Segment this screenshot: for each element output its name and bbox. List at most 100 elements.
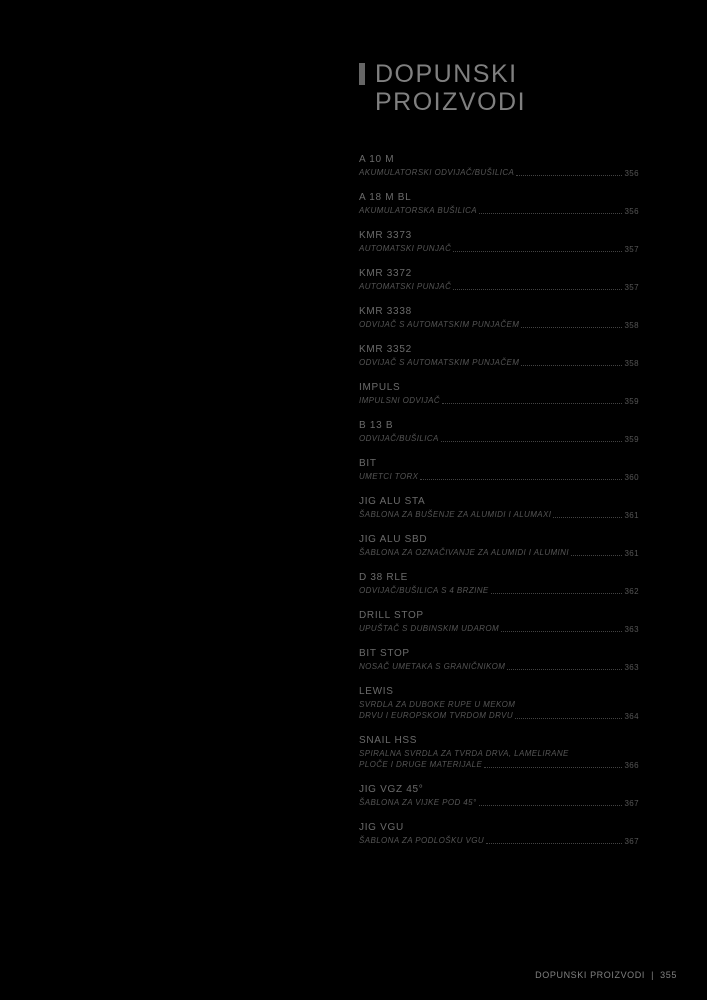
entry-page-number: 356	[624, 207, 639, 216]
entry-description: ODVIJAČ/BUŠILICA	[359, 433, 439, 444]
toc-entry: A 18 M BL AKUMULATORSKA BUŠILICA 356	[359, 192, 639, 216]
entry-page-number: 363	[624, 663, 639, 672]
entry-page-number: 356	[624, 169, 639, 178]
footer-page-number: 355	[660, 970, 677, 980]
leader-dots	[420, 479, 622, 480]
entry-title: D 38 RLE	[359, 572, 639, 583]
entry-title: KMR 3352	[359, 344, 639, 355]
entry-title: KMR 3338	[359, 306, 639, 317]
entry-description: AUTOMATSKI PUNJAČ	[359, 281, 451, 292]
entry-title: A 10 M	[359, 154, 639, 165]
leader-dots	[441, 441, 623, 442]
entry-page-number: 357	[624, 283, 639, 292]
toc-entry: JIG VGZ 45° ŠABLONA ZA VIJKE POD 45° 367	[359, 784, 639, 808]
leader-dots	[521, 365, 622, 366]
entry-title: KMR 3372	[359, 268, 639, 279]
leader-dots	[484, 767, 622, 768]
entry-page-number: 367	[624, 837, 639, 846]
entry-page-number: 361	[624, 549, 639, 558]
entry-description: ŠABLONA ZA OZNAČIVANJE ZA ALUMIDI I ALUM…	[359, 547, 569, 558]
toc-entry: A 10 M AKUMULATORSKI ODVIJAČ/BUŠILICA 356	[359, 154, 639, 178]
toc-entry: JIG ALU SBD ŠABLONA ZA OZNAČIVANJE ZA ALU…	[359, 534, 639, 558]
toc-entry: BIT UMETCI TORX 360	[359, 458, 639, 482]
accent-bar	[359, 63, 365, 85]
toc-entry: KMR 3372 AUTOMATSKI PUNJAČ 357	[359, 268, 639, 292]
leader-dots	[491, 593, 623, 594]
entry-description: SVRDLA ZA DUBOKE RUPE U MEKOM	[359, 699, 515, 710]
entry-description: IMPULSNI ODVIJAČ	[359, 395, 440, 406]
entry-title: B 13 B	[359, 420, 639, 431]
entry-page-number: 359	[624, 435, 639, 444]
heading-line-2: PROIZVODI	[375, 88, 526, 116]
leader-dots	[479, 213, 622, 214]
footer-separator: |	[651, 970, 654, 980]
toc-entry: LEWIS SVRDLA ZA DUBOKE RUPE U MEKOMDRVU I…	[359, 686, 639, 721]
leader-dots	[453, 289, 622, 290]
table-of-contents: A 10 MAKUMULATORSKI ODVIJAČ/BUŠILICA356A…	[359, 154, 639, 846]
toc-entry: KMR 3373 AUTOMATSKI PUNJAČ 357	[359, 230, 639, 254]
leader-dots	[442, 403, 622, 404]
page-footer: DOPUNSKI PROIZVODI | 355	[535, 970, 677, 980]
entry-title: JIG VGU	[359, 822, 639, 833]
entry-description: PLOČE I DRUGE MATERIJALE	[359, 759, 482, 770]
toc-entry: KMR 3352 ODVIJAČ S AUTOMATSKIM PUNJAČEM 35…	[359, 344, 639, 368]
entry-description: ODVIJAČ/BUŠILICA S 4 BRZINE	[359, 585, 489, 596]
entry-page-number: 366	[624, 761, 639, 770]
leader-dots	[501, 631, 622, 632]
entry-description: AKUMULATORSKI ODVIJAČ/BUŠILICA	[359, 167, 514, 178]
leader-dots	[515, 718, 622, 719]
entry-page-number: 360	[624, 473, 639, 482]
entry-description: ŠABLONA ZA BUŠENJE ZA ALUMIDI I ALUMAXI	[359, 509, 551, 520]
toc-entry: KMR 3338 ODVIJAČ S AUTOMATSKIM PUNJAČEM 35…	[359, 306, 639, 330]
entry-page-number: 364	[624, 712, 639, 721]
leader-dots	[453, 251, 622, 252]
entry-page-number: 361	[624, 511, 639, 520]
toc-entry: BIT STOP NOSAČ UMETAKA S GRANIČNIKOM 363	[359, 648, 639, 672]
entry-title: KMR 3373	[359, 230, 639, 241]
entry-title: BIT	[359, 458, 639, 469]
entry-description: ŠABLONA ZA VIJKE POD 45°	[359, 797, 477, 808]
entry-description: ODVIJAČ S AUTOMATSKIM PUNJAČEM	[359, 319, 519, 330]
entry-title: SNAIL HSS	[359, 735, 639, 746]
leader-dots	[486, 843, 622, 844]
entry-description: ŠABLONA ZA PODLOŠKU VGU	[359, 835, 484, 846]
entry-page-number: 363	[624, 625, 639, 634]
footer-label: DOPUNSKI PROIZVODI	[535, 970, 645, 980]
entry-title: JIG ALU STA	[359, 496, 639, 507]
entry-title: LEWIS	[359, 686, 639, 697]
toc-entry: JIG VGU ŠABLONA ZA PODLOŠKU VGU 367	[359, 822, 639, 846]
entry-page-number: 357	[624, 245, 639, 254]
entry-description: ODVIJAČ S AUTOMATSKIM PUNJAČEM	[359, 357, 519, 368]
leader-dots	[479, 805, 623, 806]
entry-title: JIG ALU SBD	[359, 534, 639, 545]
toc-entry: SNAIL HSS SPIRALNA SVRDLA ZA TVRDA DRVA, …	[359, 735, 639, 770]
leader-dots	[507, 669, 622, 670]
entry-description: SPIRALNA SVRDLA ZA TVRDA DRVA, LAMELIRAN…	[359, 748, 569, 759]
entry-description: DRVU I EUROPSKOM TVRDOM DRVU	[359, 710, 513, 721]
leader-dots	[521, 327, 622, 328]
entry-page-number: 358	[624, 359, 639, 368]
toc-entry: B 13 B ODVIJAČ/BUŠILICA 359	[359, 420, 639, 444]
section-heading: DOPUNSKI PROIZVODI	[359, 60, 669, 116]
entry-title: DRILL STOP	[359, 610, 639, 621]
entry-description: AUTOMATSKI PUNJAČ	[359, 243, 451, 254]
entry-title: A 18 M BL	[359, 192, 639, 203]
entry-description: NOSAČ UMETAKA S GRANIČNIKOM	[359, 661, 505, 672]
entry-page-number: 358	[624, 321, 639, 330]
entry-page-number: 367	[624, 799, 639, 808]
entry-description: UMETCI TORX	[359, 471, 418, 482]
entry-description: AKUMULATORSKA BUŠILICA	[359, 205, 477, 216]
entry-title: JIG VGZ 45°	[359, 784, 639, 795]
toc-entry: D 38 RLE ODVIJAČ/BUŠILICA S 4 BRZINE 362	[359, 572, 639, 596]
entry-page-number: 359	[624, 397, 639, 406]
heading-line-1: DOPUNSKI	[375, 60, 518, 88]
leader-dots	[571, 555, 622, 556]
toc-entry: JIG ALU STA ŠABLONA ZA BUŠENJE ZA ALUMIDI…	[359, 496, 639, 520]
entry-page-number: 362	[624, 587, 639, 596]
leader-dots	[553, 517, 622, 518]
entry-title: BIT STOP	[359, 648, 639, 659]
leader-dots	[516, 175, 622, 176]
entry-description: UPUŠTAČ S DUBINSKIM UDAROM	[359, 623, 499, 634]
entry-title: IMPULS	[359, 382, 639, 393]
toc-entry: DRILL STOP UPUŠTAČ S DUBINSKIM UDAROM 363	[359, 610, 639, 634]
